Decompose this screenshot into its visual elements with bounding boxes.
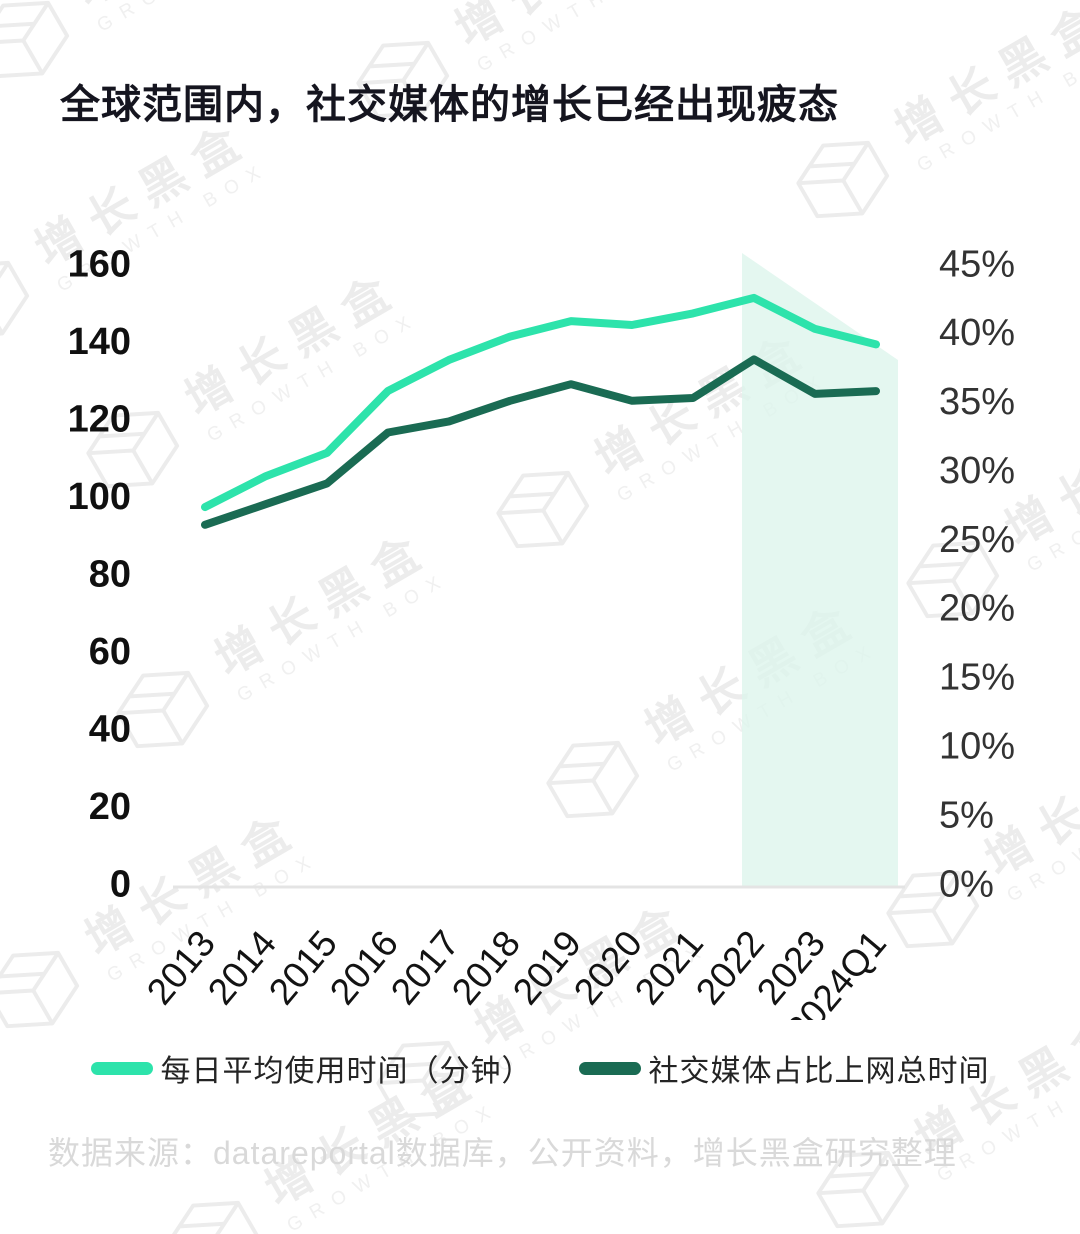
right-axis-tick: 10% [939, 726, 1015, 768]
right-axis-tick: 20% [939, 588, 1015, 630]
right-axis-tick: 5% [939, 794, 994, 836]
chart-legend: 每日平均使用时间（分钟） 社交媒体占比上网总时间 [0, 1046, 1080, 1090]
left-axis-tick: 60 [89, 631, 131, 673]
x-axis-label: 2013 [139, 923, 223, 1012]
left-axis-tick: 100 [68, 476, 131, 518]
legend-swatch-daily-minutes [90, 1061, 153, 1075]
left-axis-tick: 80 [89, 553, 131, 595]
right-axis-tick: 30% [939, 450, 1015, 492]
left-axis-tick: 140 [68, 321, 131, 363]
left-axis-tick: 0 [110, 863, 131, 905]
x-axis-label: 2014 [200, 923, 284, 1012]
highlight-region [742, 253, 898, 886]
x-axis-label: 2016 [322, 923, 406, 1012]
x-axis-label: 2021 [627, 923, 711, 1012]
series-line-daily-minutes [201, 293, 880, 512]
right-axis-tick: 40% [939, 312, 1015, 354]
chart-title: 全球范围内，社交媒体的增长已经出现疲态 [60, 83, 839, 127]
line-chart: 160 140 120 100 80 60 40 20 0 45% 40% 35% 30% 25% 20% 1… [68, 243, 1015, 1020]
left-axis-tick: 40 [89, 708, 131, 750]
legend-item-share-of-time: 社交媒体占比上网总时间 [578, 1046, 990, 1090]
cube-box-icon [166, 1200, 260, 1234]
right-axis-tick: 25% [939, 519, 1015, 561]
x-axis-label: 2019 [505, 923, 589, 1012]
data-source-note: 数据来源：datareportal数据库，公开资料，增长黑盒研究整理 [48, 1135, 957, 1171]
right-axis-tick: 0% [939, 863, 994, 905]
x-axis-label: 2015 [261, 923, 345, 1012]
x-axis-label: 2018 [444, 923, 528, 1012]
right-axis-tick: 45% [939, 243, 1015, 285]
x-axis-label: 2020 [566, 923, 650, 1012]
legend-label-share-of-time: 社交媒体占比上网总时间 [648, 1055, 990, 1088]
x-axis-label: 2022 [688, 923, 772, 1012]
legend-item-daily-minutes: 每日平均使用时间（分钟） [90, 1046, 533, 1090]
left-axis-tick: 160 [68, 243, 131, 285]
left-axis-tick: 120 [68, 398, 131, 440]
left-axis-tick: 20 [89, 786, 131, 828]
legend-swatch-share-of-time [578, 1061, 641, 1075]
right-axis-tick: 35% [939, 381, 1015, 423]
x-axis-label: 2017 [383, 923, 467, 1012]
series-line-share-of-time [201, 355, 880, 529]
right-axis-tick: 15% [939, 657, 1015, 699]
legend-label-daily-minutes: 每日平均使用时间（分钟） [160, 1055, 533, 1088]
